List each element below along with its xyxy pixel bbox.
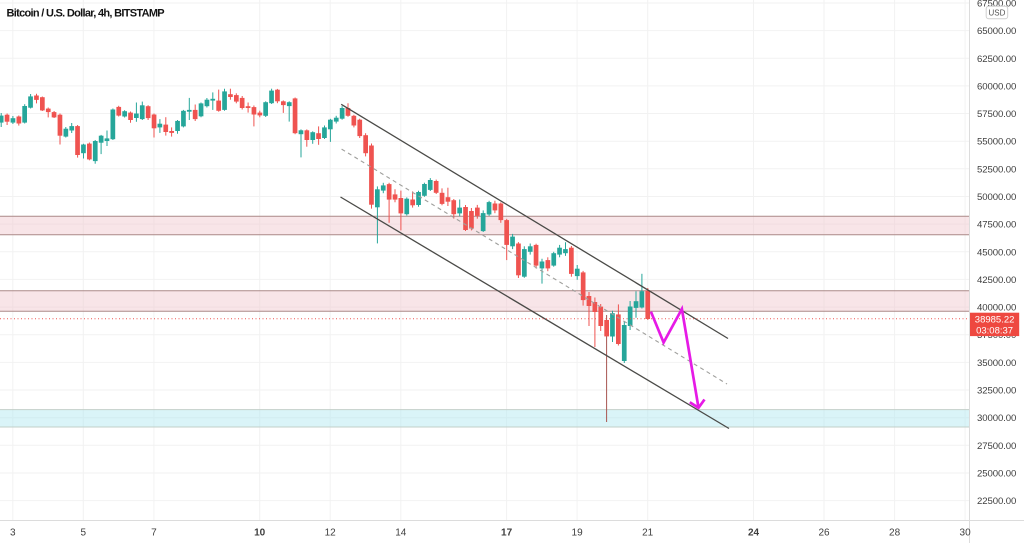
svg-text:50000.00: 50000.00 bbox=[977, 192, 1016, 203]
svg-text:28: 28 bbox=[889, 528, 901, 539]
svg-text:17: 17 bbox=[501, 528, 513, 539]
svg-text:52500.00: 52500.00 bbox=[977, 164, 1016, 175]
svg-text:5: 5 bbox=[81, 528, 87, 539]
svg-text:30000.00: 30000.00 bbox=[977, 413, 1016, 424]
svg-text:25000.00: 25000.00 bbox=[977, 469, 1016, 480]
svg-text:60000.00: 60000.00 bbox=[977, 81, 1016, 92]
svg-text:62500.00: 62500.00 bbox=[977, 54, 1016, 65]
svg-text:55000.00: 55000.00 bbox=[977, 137, 1016, 148]
svg-text:35000.00: 35000.00 bbox=[977, 358, 1016, 369]
svg-text:67500.00: 67500.00 bbox=[977, 0, 1016, 10]
svg-text:03:08:37: 03:08:37 bbox=[976, 325, 1013, 336]
svg-text:10: 10 bbox=[254, 528, 266, 539]
svg-text:38985.22: 38985.22 bbox=[975, 315, 1015, 326]
svg-text:40000.00: 40000.00 bbox=[977, 303, 1016, 314]
svg-text:47500.00: 47500.00 bbox=[977, 220, 1016, 231]
svg-text:USD: USD bbox=[988, 9, 1005, 18]
svg-text:21: 21 bbox=[642, 528, 654, 539]
svg-text:42500.00: 42500.00 bbox=[977, 275, 1016, 286]
svg-text:26: 26 bbox=[818, 528, 830, 539]
svg-text:Bitcoin / U.S. Dollar, 4h, BIT: Bitcoin / U.S. Dollar, 4h, BITSTAMP bbox=[7, 8, 165, 20]
svg-text:32500.00: 32500.00 bbox=[977, 386, 1016, 397]
svg-text:30: 30 bbox=[960, 528, 972, 539]
svg-text:7: 7 bbox=[151, 528, 157, 539]
svg-text:24: 24 bbox=[748, 528, 760, 539]
svg-text:19: 19 bbox=[572, 528, 584, 539]
svg-text:14: 14 bbox=[395, 528, 407, 539]
svg-text:27500.00: 27500.00 bbox=[977, 441, 1016, 452]
svg-text:3: 3 bbox=[10, 528, 16, 539]
svg-text:65000.00: 65000.00 bbox=[977, 26, 1016, 37]
svg-text:12: 12 bbox=[325, 528, 337, 539]
svg-text:45000.00: 45000.00 bbox=[977, 247, 1016, 258]
svg-text:57500.00: 57500.00 bbox=[977, 109, 1016, 120]
svg-text:22500.00: 22500.00 bbox=[977, 496, 1016, 507]
